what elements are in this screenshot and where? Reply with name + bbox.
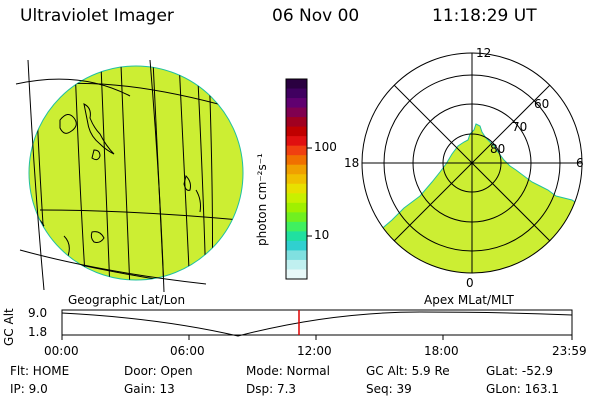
- ip-value: IP: 9.0: [10, 382, 48, 396]
- colorbar-stripe: [286, 107, 307, 118]
- colorbar-stripe: [286, 231, 307, 242]
- mlat-label-60: 60: [534, 97, 550, 111]
- colorbar-stripe: [286, 145, 307, 156]
- altitude-x-label-1200: 12:00: [297, 344, 332, 358]
- mlt-label-12: 12: [476, 46, 492, 60]
- colorbar-stripe: [286, 250, 307, 261]
- mlt-label-0: 0: [466, 276, 474, 290]
- colorbar-unit-label: photon cm⁻²s⁻¹: [255, 153, 269, 246]
- colorbar-stripe: [286, 269, 307, 280]
- colorbar-stripe: [286, 174, 307, 185]
- mode-status: Mode: Normal: [246, 364, 330, 378]
- globe-image-disk: [28, 65, 244, 281]
- mlt-label-18: 18: [344, 156, 360, 170]
- mlt-label-6: 6: [576, 156, 584, 170]
- colorbar-stripes: [286, 79, 307, 280]
- instrument-title: Ultraviolet Imager: [20, 6, 174, 26]
- colorbar-stripe: [286, 117, 307, 128]
- polar-plot: [361, 52, 583, 274]
- sequence-number: Seq: 39: [366, 382, 412, 396]
- altitude-x-label-0600: 06:00: [170, 344, 205, 358]
- colorbar-stripe: [286, 221, 307, 232]
- altitude-curve: [61, 311, 573, 337]
- altitude-plot: [61, 309, 573, 340]
- colorbar-stripe: [286, 202, 307, 213]
- date-label: 06 Nov 00: [272, 6, 360, 26]
- geo-longitude: GLon: 163.1: [486, 382, 559, 396]
- geo-latitude: GLat: -52.9: [486, 364, 553, 378]
- mlat-label-80: 80: [490, 142, 506, 156]
- dsp-value: Dsp: 7.3: [246, 382, 297, 396]
- gc-altitude: GC Alt: 5.9 Re: [366, 364, 450, 378]
- time-label: 11:18:29 UT: [432, 6, 537, 26]
- altitude-axis-title: GC Alt: [2, 308, 16, 346]
- colorbar-stripe: [286, 240, 307, 251]
- auroral-image-region: [377, 123, 581, 273]
- altitude-x-label-2359: 23:59: [552, 344, 587, 358]
- apex-panel-label: Apex MLat/MLT: [424, 293, 514, 307]
- colorbar-label-10: 10: [314, 228, 330, 242]
- colorbar-stripe: [286, 79, 307, 90]
- colorbar-stripe: [286, 212, 307, 223]
- colorbar-stripe: [286, 164, 307, 175]
- colorbar-stripe: [286, 98, 307, 109]
- geographic-panel-label: Geographic Lat/Lon: [68, 293, 186, 307]
- colorbar-stripe: [286, 183, 307, 194]
- colorbar-stripe: [286, 259, 307, 270]
- altitude-y-label-min: 1.8: [28, 325, 48, 339]
- altitude-plot-frame: [61, 309, 573, 336]
- colorbar-stripe: [286, 155, 307, 166]
- colorbar: [285, 78, 312, 280]
- colorbar-label-100: 100: [314, 140, 337, 154]
- geographic-globe: [15, 59, 244, 293]
- gain-value: Gain: 13: [124, 382, 175, 396]
- altitude-y-label-max: 9.0: [28, 306, 48, 320]
- colorbar-stripe: [286, 126, 307, 137]
- flight-status: Flt: HOME: [10, 364, 70, 378]
- colorbar-frame: [285, 78, 308, 280]
- colorbar-stripe: [286, 193, 307, 204]
- colorbar-stripe: [286, 136, 307, 147]
- mlat-label-70: 70: [512, 120, 528, 134]
- colorbar-stripe: [286, 88, 307, 99]
- altitude-x-label-0000: 00:00: [44, 344, 79, 358]
- door-status: Door: Open: [124, 364, 193, 378]
- altitude-x-label-1800: 18:00: [424, 344, 459, 358]
